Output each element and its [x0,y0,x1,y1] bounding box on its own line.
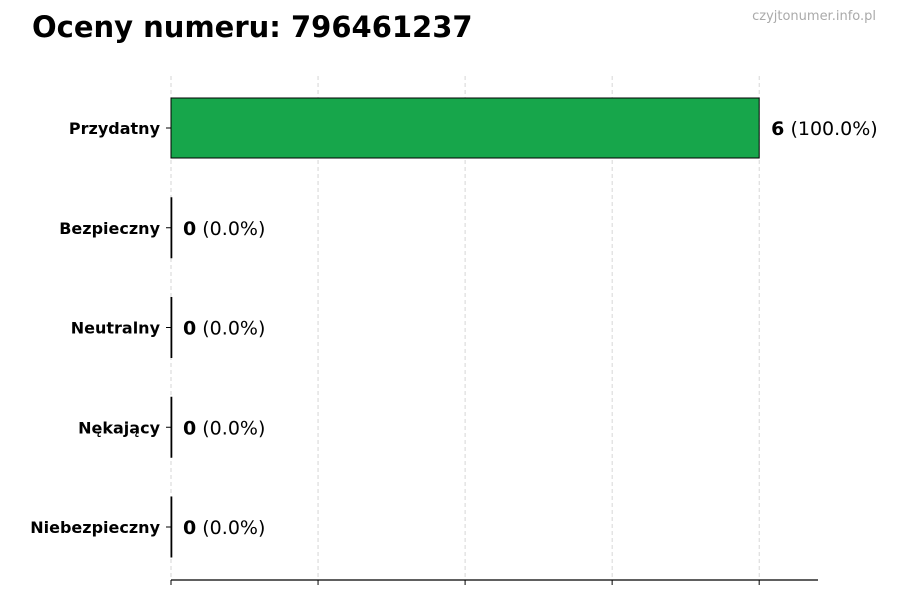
value-percent: (0.0%) [196,417,265,439]
value-count: 0 [183,517,196,539]
watermark: czyjtonumer.info.pl [752,9,876,24]
data-label: 0 (0.0%) [183,318,265,340]
category-label: Bezpieczny [59,219,160,238]
bar [170,97,760,159]
bar [170,496,173,558]
value-count: 0 [183,417,196,439]
value-percent: (100.0%) [784,118,877,140]
data-label: 0 (0.0%) [183,218,265,240]
value-count: 6 [771,118,784,140]
category-label: Niebezpieczny [30,518,160,537]
data-label: 6 (100.0%) [771,118,878,140]
category-label: Przydatny [69,119,161,138]
bar [170,197,173,259]
chart-title: Oceny numeru: 796461237 [32,10,473,44]
value-percent: (0.0%) [196,517,265,539]
data-label: 0 (0.0%) [183,417,265,439]
value-percent: (0.0%) [196,318,265,340]
category-label: Neutralny [71,319,161,338]
bar [170,396,173,458]
data-label: 0 (0.0%) [183,517,265,539]
value-count: 0 [183,218,196,240]
category-label: Nękający [78,418,160,437]
value-count: 0 [183,318,196,340]
value-percent: (0.0%) [196,218,265,240]
bar [170,297,173,358]
